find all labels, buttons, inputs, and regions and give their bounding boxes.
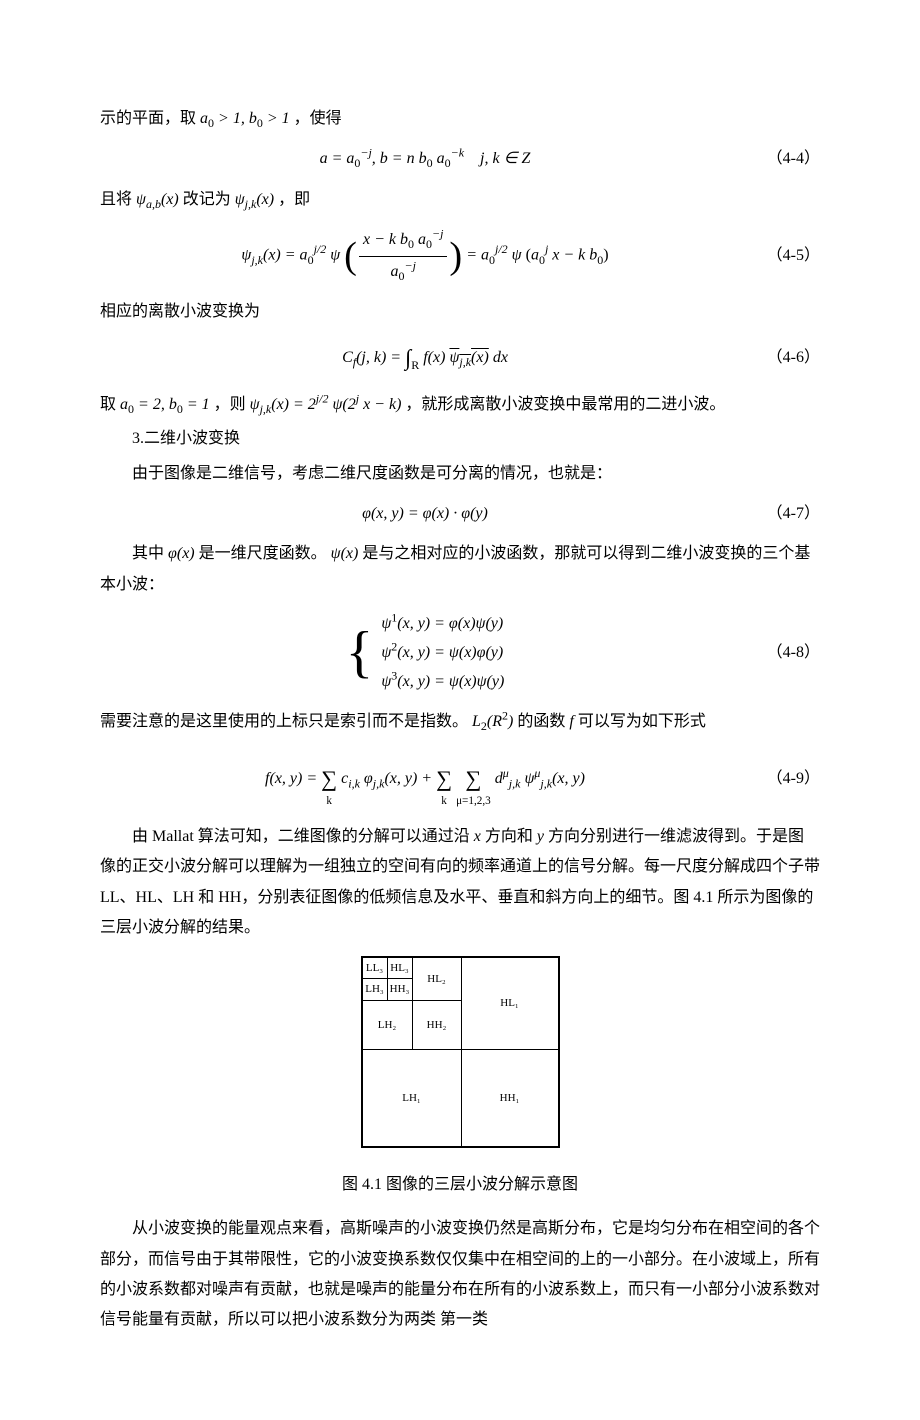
equation-number: （4-4） [750,144,820,174]
math-inline: a0 > 1, b0 > 1 [200,110,290,127]
equation-number: （4-9） [750,764,820,794]
equation-4-4: a = a0−j, b = n b0 a0−k j, k ∈ Z （4-4） [100,144,820,174]
equation-number: （4-7） [750,499,820,529]
equation-4-9: f(x, y) = ∑k ci,k φj,k(x, y) + ∑k ∑μ=1,2… [100,747,820,812]
cell-LL3: LL₃ [362,957,387,979]
cell-HL2: HL₂ [412,957,461,1001]
para-rename: 且将 ψa,b(x) 改记为 ψj,k(x) ，即 [100,185,820,215]
para-1d-scale: 其中 φ(x) 是一维尺度函数。 ψ(x) 是与之相对应的小波函数，那就可以得到… [100,539,820,600]
math-inline: φ(x) [168,545,195,562]
equation-body: Cf(j, k) = ∫R f(x) ψj,k(x) dx [100,337,750,380]
cell-HH1: HH₁ [461,1050,558,1147]
math-inline: ψj,k(x) [235,191,274,208]
para-energy: 从小波变换的能量观点来看，高斯噪声的小波变换仍然是高斯分布，它是均匀分布在相空间… [100,1214,820,1336]
text: ，即 [278,191,310,208]
text: 的函数 [517,713,569,730]
equation-number: （4-5） [750,241,820,271]
cell-HL1: HL₁ [461,957,558,1050]
math-inline: ψ(x) [331,545,359,562]
equation-4-7: φ(x, y) = φ(x) · φ(y) （4-7） [100,499,820,529]
equation-4-8: { ψ1(x, y) = φ(x)ψ(y) ψ2(x, y) = ψ(x)φ(y… [100,610,820,696]
cell-HH2: HH₂ [412,1001,461,1050]
caption-text: 图 4.1 图像的三层小波分解示意图 [342,1176,578,1193]
text: 需要注意的是这里使用的上标只是索引而不是指数。 [100,713,468,730]
text: 取 [100,396,120,413]
equation-number: （4-6） [750,343,820,373]
para-dwt: 相应的离散小波变换为 [100,297,820,327]
equation-body: f(x, y) = ∑k ci,k φj,k(x, y) + ∑k ∑μ=1,2… [100,747,750,812]
equation-number: （4-8） [750,638,820,668]
math-inline: L2(R2) [472,713,513,730]
text: 且将 [100,191,136,208]
para-superscript-note: 需要注意的是这里使用的上标只是索引而不是指数。 L2(R2) 的函数 f 可以写… [100,707,820,737]
para-mallat: 由 Mallat 算法可知，二维图像的分解可以通过沿 x 方向和 y 方向分别进… [100,822,820,944]
text: 是一维尺度函数。 [199,545,327,562]
figure-caption: 图 4.1 图像的三层小波分解示意图 [100,1170,820,1200]
equation-4-6: Cf(j, k) = ∫R f(x) ψj,k(x) dx （4-6） [100,337,820,380]
text: 相应的离散小波变换为 [100,303,260,320]
math-inline: y [537,828,544,845]
section-heading-2d: 3.二维小波变换 [100,424,820,454]
wavelet-diagram: LL₃ HL₃ HL₂ HL₁ LH₃ HH₃ LH₂ HH₂ LH₁ HH₁ [100,956,820,1160]
cell-LH1: LH₁ [362,1050,461,1147]
text: 其中 [132,545,168,562]
text: 方向和 [485,828,537,845]
cell-HH3: HH₃ [387,979,412,1001]
cell-LH2: LH₂ [362,1001,412,1050]
text: 示的平面，取 [100,110,200,127]
equation-4-5: ψj,k(x) = a0j/2 ψ ( x − k b0 a0−j a0−j )… [100,225,820,287]
math-inline: x [474,828,481,845]
equation-body: a = a0−j, b = n b0 a0−k j, k ∈ Z [100,144,750,174]
equation-body: ψj,k(x) = a0j/2 ψ ( x − k b0 a0−j a0−j )… [100,225,750,287]
cell-HL3: HL₃ [387,957,412,979]
math-inline: ψa,b(x) [136,191,179,208]
equation-body: φ(x, y) = φ(x) · φ(y) [100,499,750,529]
text: ，就形成离散小波变换中最常用的二进小波。 [405,396,725,413]
heading-text: 3.二维小波变换 [132,430,240,447]
math-inline: a0 = 2, b0 = 1 [120,396,210,413]
text: 由 Mallat 算法可知，二维图像的分解可以通过沿 [132,828,474,845]
cell-LH3: LH₃ [362,979,387,1001]
math-inline: f [569,713,573,730]
wavelet-table: LL₃ HL₃ HL₂ HL₁ LH₃ HH₃ LH₂ HH₂ LH₁ HH₁ [361,956,560,1149]
para-dyadic: 取 a0 = 2, b0 = 1 ，则 ψj,k(x) = 2j/2 ψ(2j … [100,390,820,420]
text: 从小波变换的能量观点来看，高斯噪声的小波变换仍然是高斯分布，它是均匀分布在相空间… [100,1220,820,1328]
text: ，则 [214,396,250,413]
text: 可以写为如下形式 [578,713,706,730]
para-separable: 由于图像是二维信号，考虑二维尺度函数是可分离的情况，也就是： [100,459,820,489]
math-inline: ψj,k(x) = 2j/2 ψ(2j x − k) [250,396,402,413]
text: ，使得 [294,110,342,127]
equation-body: { ψ1(x, y) = φ(x)ψ(y) ψ2(x, y) = ψ(x)φ(y… [100,610,750,696]
text: 由于图像是二维信号，考虑二维尺度函数是可分离的情况，也就是： [132,465,612,482]
text: 改记为 [183,191,235,208]
para-intro: 示的平面，取 a0 > 1, b0 > 1 ，使得 [100,104,820,134]
